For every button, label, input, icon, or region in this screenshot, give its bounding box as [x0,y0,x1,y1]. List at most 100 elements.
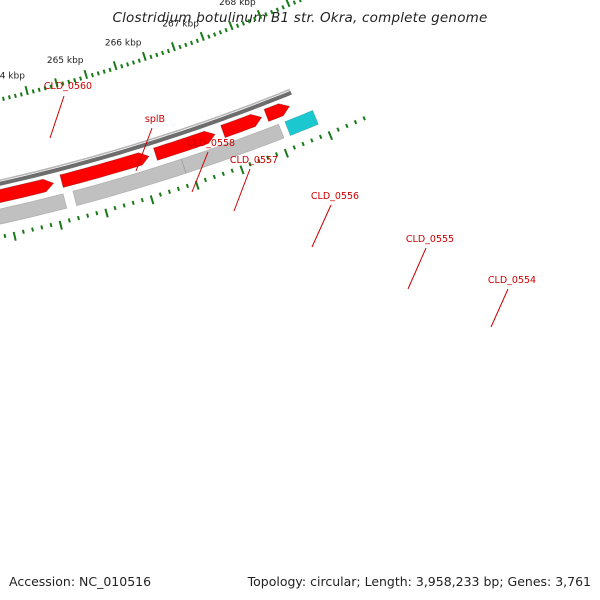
outer-tick [158,192,162,197]
scale-tick [170,42,176,52]
scale-tick [49,84,53,89]
scale-tick [218,30,223,35]
scale-label: 268 kbp [219,0,256,8]
scale-tick [224,27,228,33]
leader-line [135,127,153,172]
outer-tick [67,218,71,223]
scale-tick [213,32,217,37]
scale-tick [149,54,153,60]
outer-tick [12,231,17,241]
cds-arrow-7 [152,130,216,161]
scale-label: 264 kbp [0,71,25,81]
scale-tick [253,16,257,22]
outer-tick [176,186,180,192]
outer-tick [140,197,144,203]
feature-unlabeled [284,109,319,137]
scale-tick [54,78,59,88]
scale-tick [37,87,41,93]
outer-tick [95,210,99,216]
scale-tick [31,89,35,94]
outer-tick [345,123,349,129]
scale-tick [199,31,205,41]
outer-tick [3,233,7,239]
outer-tick [21,229,25,234]
scale-tick [112,61,118,71]
scale-tick [178,44,182,50]
gene-label: CLD_0560 [44,81,92,92]
genome-summary-text: Topology: circular; Length: 3,958,233 bp… [247,574,591,589]
outer-tick [292,145,296,150]
outer-tick [310,138,314,143]
scale-tick [298,0,302,3]
scale-label: 267 kbp [162,19,199,29]
gene-label: splB [145,114,165,125]
outer-tick [167,189,171,194]
outer-tick [49,222,53,228]
scale-tick [108,67,112,73]
scale-tick [7,95,11,100]
scale-tick [13,93,17,99]
scale-tick [90,72,94,78]
outer-tick [40,225,44,230]
scale-tick [24,85,29,96]
outer-tick [318,134,323,140]
scale-tick [264,12,268,17]
scale-label: 266 kbp [105,39,142,49]
gene-label: CLD_0555 [406,234,454,245]
scale-tick [189,40,194,46]
feature-cld-0556 [0,193,68,225]
outer-tick [212,174,216,180]
backbone-inner-line [0,88,291,181]
outer-tick [239,165,245,175]
outer-tick [58,220,63,230]
scale-tick [137,58,141,63]
scale-tick [275,7,280,12]
leader-line [407,247,427,290]
scale-tick [2,96,5,101]
outer-tick [283,148,289,158]
outer-tick [230,168,234,173]
scale-tick [102,69,106,74]
leader-line [49,95,65,139]
outer-tick [301,141,305,147]
outer-tick [113,205,117,211]
leader-line [233,168,251,212]
outer-tick [131,200,135,206]
scale-tick [270,9,274,15]
leader-line [490,288,509,328]
backbone-line [0,90,292,186]
scale-tick [235,23,240,28]
accession-text: Accession: NC_010516 [9,574,152,589]
outer-tick [248,162,252,167]
scale-tick [43,86,47,91]
scale-tick [195,38,199,44]
outer-tick [362,116,366,121]
scale-tick [83,69,89,80]
outer-tick [266,155,270,160]
cds-arrow-6 [59,152,150,188]
scale-tick [131,60,136,65]
outer-tick [353,119,358,125]
scale-tick [292,0,297,5]
scale-tick [184,42,188,48]
outer-tick [104,208,109,218]
scale-tick [120,64,124,69]
leader-line [311,204,332,248]
scale-tick [155,52,159,58]
scale-tick [73,78,77,83]
scale-tick [96,71,100,76]
scale-tick [166,48,171,54]
scale-tick [79,76,83,81]
scale-tick [207,34,211,39]
map-title: Clostridium botulinum B1 str. Okra, comp… [112,10,488,26]
outer-tick [274,152,279,157]
cds-arrow-9 [263,103,291,123]
cds-arrow-5 [0,178,55,204]
gene-label: CLD_0556 [311,191,359,202]
outer-tick [77,215,80,221]
outer-tick [336,127,340,132]
outer-tick [122,203,126,208]
gene-label: CLD_0554 [488,275,536,286]
scale-tick [67,79,71,85]
